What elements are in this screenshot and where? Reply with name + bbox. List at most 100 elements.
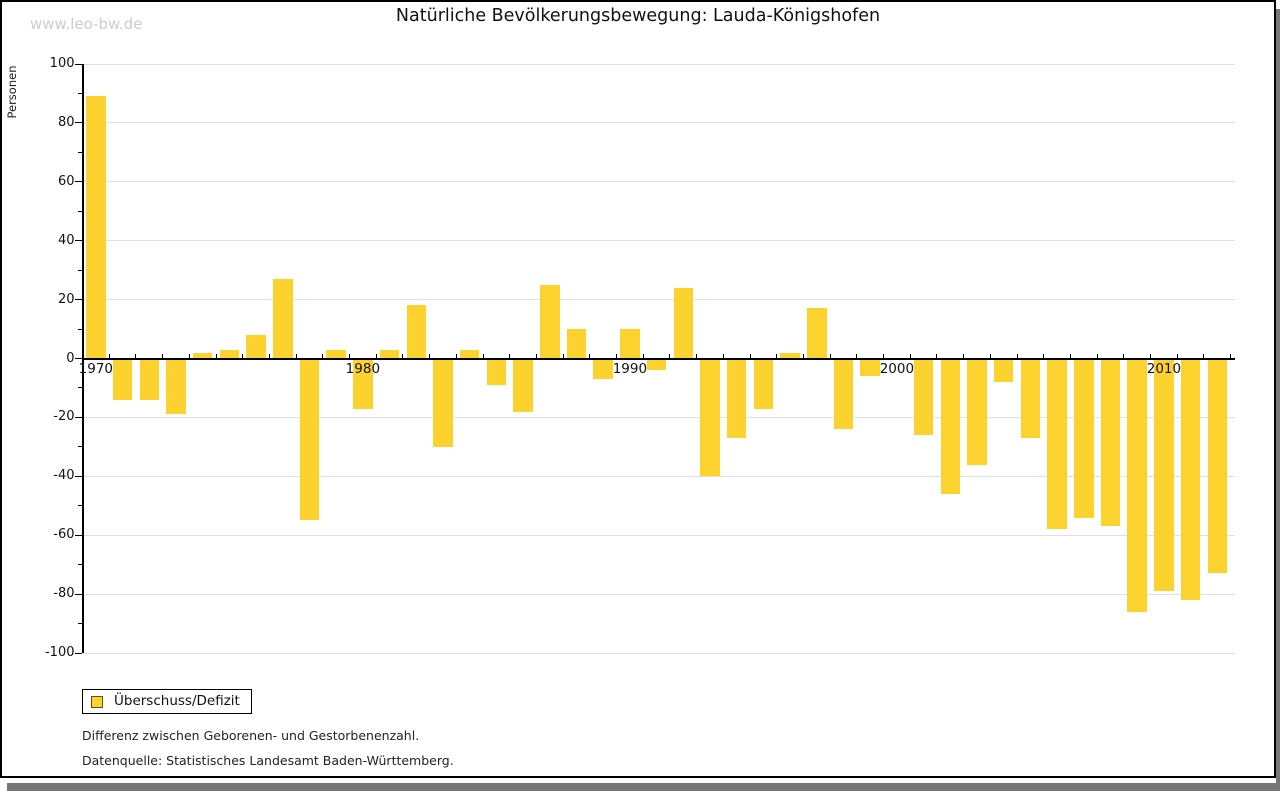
- x-tick: [1230, 353, 1232, 358]
- y-tick: [74, 122, 82, 124]
- x-tick: [696, 353, 698, 358]
- y-tick: [74, 358, 82, 359]
- x-tick: [268, 353, 270, 358]
- frame-shadow-bottom: [7, 783, 1280, 791]
- x-tick: [375, 353, 377, 358]
- bar-2007: [1074, 358, 1094, 518]
- y-tick-label: 20: [57, 291, 75, 307]
- bar-2012: [1207, 358, 1228, 574]
- note-datasource: Datenquelle: Statistisches Landesamt Bad…: [82, 753, 454, 768]
- bar-1987: [540, 284, 560, 359]
- bar-1971: [112, 358, 133, 400]
- x-tick: [1203, 353, 1205, 358]
- x-tick: [909, 353, 911, 358]
- y-tick-label: -60: [53, 527, 75, 543]
- legend: Überschuss/Defizit: [82, 689, 252, 714]
- bar-1993: [700, 358, 720, 477]
- x-tick-label: 1970: [78, 360, 114, 377]
- frame-shadow-right: [1276, 9, 1280, 791]
- x-tick: [1150, 353, 1152, 358]
- gridline: [82, 181, 1235, 183]
- y-tick: [77, 446, 82, 448]
- x-tick: [642, 353, 644, 358]
- x-tick: [535, 353, 537, 358]
- bar-2006: [1047, 358, 1067, 530]
- gridline: [82, 416, 1235, 418]
- x-tick: [108, 353, 110, 358]
- x-tick: [1176, 353, 1178, 358]
- bar-1980: [353, 358, 373, 409]
- watermark: www.leo-bw.de: [30, 15, 143, 33]
- y-tick-label: 80: [57, 114, 75, 130]
- bar-1991: [646, 358, 667, 371]
- y-tick: [77, 564, 82, 566]
- x-tick: [883, 353, 885, 358]
- y-tick: [77, 151, 82, 153]
- y-tick: [77, 328, 82, 330]
- y-tick: [74, 534, 82, 536]
- bar-2009: [1127, 358, 1147, 612]
- x-tick: [188, 353, 190, 358]
- gridline: [82, 122, 1235, 124]
- x-tick-label: 1980: [345, 360, 381, 377]
- bar-1988: [566, 329, 587, 359]
- y-tick-label: -40: [53, 468, 75, 484]
- x-tick: [802, 353, 804, 358]
- y-tick: [74, 63, 82, 65]
- bar-1970: [86, 96, 106, 359]
- bar-2005: [1020, 358, 1041, 438]
- y-tick: [74, 475, 82, 477]
- y-tick: [74, 593, 82, 595]
- plot-area: -100 -80 -60 -40 -20 0 20 40 60 80 100 1970 1980 1990…: [2, 2, 1274, 776]
- x-tick: [135, 353, 137, 358]
- bar-1994: [726, 358, 747, 438]
- gridline: [82, 593, 1235, 595]
- note-definition: Differenz zwischen Geborenen- und Gestor…: [82, 728, 420, 743]
- bar-1989: [593, 358, 613, 380]
- x-tick-label: 1990: [612, 360, 648, 377]
- x-tick: [482, 353, 484, 358]
- x-tick: [776, 353, 778, 358]
- bar-1996: [780, 352, 800, 359]
- x-tick: [429, 353, 431, 358]
- bar-2008: [1100, 358, 1121, 527]
- x-tick: [82, 353, 83, 358]
- bar-1985: [486, 358, 507, 385]
- x-tick: [1016, 353, 1018, 358]
- y-tick: [77, 269, 82, 271]
- bar-1999: [860, 358, 880, 377]
- y-tick: [74, 181, 82, 183]
- gridline: [82, 63, 1235, 65]
- bar-2004: [993, 358, 1014, 383]
- legend-swatch-icon: [91, 696, 103, 708]
- x-tick: [829, 353, 831, 358]
- legend-label: Überschuss/Defizit: [114, 693, 240, 709]
- bar-1997: [807, 308, 827, 359]
- y-tick-label: -80: [53, 586, 75, 602]
- x-tick: [749, 353, 751, 358]
- x-tick: [295, 353, 297, 358]
- bar-1982: [406, 305, 427, 359]
- bar-1972: [139, 358, 159, 400]
- y-tick-label: 40: [57, 232, 75, 248]
- x-tick: [215, 353, 217, 358]
- y-tick-label: 100: [49, 56, 75, 71]
- chart-title: Natürliche Bevölkerungsbewegung: Lauda-K…: [395, 6, 881, 26]
- gridline: [82, 240, 1235, 242]
- x-tick-label: 2010: [1146, 360, 1182, 377]
- bar-1976: [246, 334, 266, 359]
- y-tick: [74, 240, 82, 242]
- bar-1998: [833, 358, 854, 430]
- x-tick: [402, 353, 404, 358]
- x-tick: [349, 353, 351, 358]
- x-tick: [589, 353, 591, 358]
- y-tick: [74, 652, 82, 654]
- y-tick: [74, 416, 82, 418]
- bar-1975: [219, 349, 240, 359]
- x-tick: [242, 353, 244, 358]
- x-axis-line: [81, 357, 1235, 360]
- bar-2010: [1154, 358, 1174, 592]
- y-tick: [77, 92, 82, 94]
- y-tick: [77, 387, 82, 389]
